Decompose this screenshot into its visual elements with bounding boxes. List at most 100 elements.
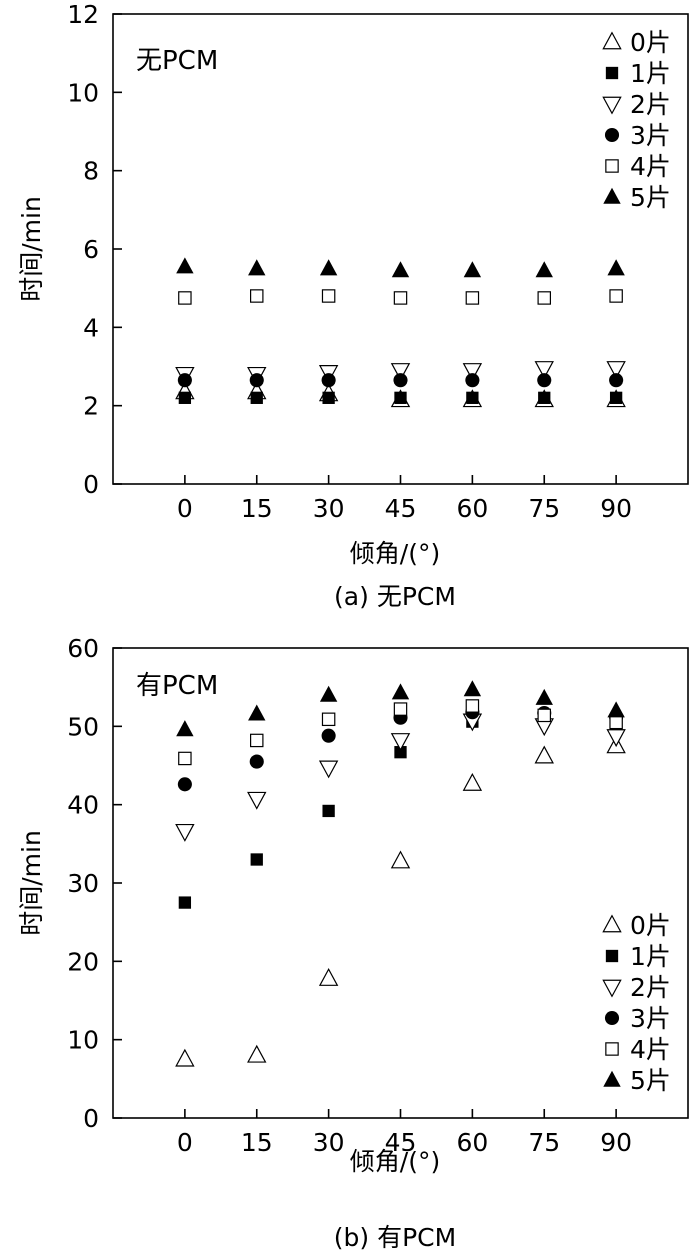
data-point-triangle-up-open (462, 772, 483, 791)
legend-label: 0片 (630, 28, 671, 57)
data-point-triangle-up-filled (319, 259, 338, 276)
data-point-square-filled (250, 853, 263, 866)
data-point-circle-filled (609, 373, 624, 388)
y-tick-label: 2 (83, 392, 99, 421)
data-point-square-open (178, 291, 192, 305)
panel-b-y-axis-title: 时间/min (17, 830, 46, 936)
legend-label: 5片 (630, 1066, 671, 1095)
legend-marker-circle-filled (604, 127, 620, 143)
x-tick-label: 45 (385, 1128, 417, 1157)
legend-label: 4片 (630, 1035, 671, 1064)
panel-a-ticks: 0 15 30 45 60 75 90 0 2 4 6 8 10 12 (67, 0, 632, 523)
y-tick-label: 0 (83, 470, 99, 499)
data-point-triangle-up-filled (176, 720, 194, 737)
y-tick-label: 20 (67, 947, 99, 976)
data-point-triangle-up-filled (176, 257, 194, 274)
data-point-square-open (609, 289, 623, 303)
legend-label: 1片 (630, 59, 671, 88)
data-point-triangle-down-open (462, 363, 483, 381)
legend-marker-square-open (605, 159, 619, 173)
data-point-circle-filled (177, 777, 192, 792)
x-tick-label: 30 (313, 1128, 345, 1157)
legend-label: 0片 (630, 911, 671, 940)
x-tick-label: 75 (528, 1128, 560, 1157)
y-tick-label: 8 (83, 157, 99, 186)
data-point-square-open (321, 712, 336, 727)
data-point-circle-filled (393, 373, 408, 388)
legend-marker-triangle-up-open (602, 914, 622, 933)
legend-marker-square-filled (605, 949, 619, 963)
data-point-square-open (537, 708, 551, 723)
legend-label: 3片 (630, 1004, 671, 1033)
data-point-square-open (537, 291, 551, 305)
y-tick-label: 10 (67, 1026, 99, 1055)
x-tick-label: 60 (456, 494, 488, 523)
legend-marker-triangle-down-open (602, 96, 622, 115)
data-point-square-filled (394, 746, 407, 759)
data-point-triangle-up-open (390, 850, 411, 869)
panel-b-points (175, 680, 626, 1067)
data-point-triangle-down-open (390, 733, 411, 751)
legend-label: 3片 (630, 121, 671, 150)
panel-a-points (175, 257, 626, 408)
legend-label: 2片 (630, 90, 671, 119)
data-point-triangle-up-filled (463, 680, 482, 697)
data-point-circle-filled (537, 373, 552, 388)
data-point-square-filled (178, 391, 192, 404)
legend-marker-triangle-up-filled (603, 187, 621, 204)
data-point-triangle-up-open (534, 745, 554, 764)
data-point-triangle-up-filled (607, 701, 625, 718)
data-point-triangle-up-open (247, 1044, 267, 1063)
data-point-square-open (609, 715, 623, 730)
data-point-triangle-up-filled (535, 688, 553, 705)
y-tick-label: 60 (67, 634, 99, 663)
data-point-square-open (250, 289, 264, 303)
x-tick-label: 15 (241, 494, 273, 523)
x-tick-label: 30 (313, 494, 345, 523)
data-point-triangle-down-open (390, 363, 411, 381)
data-point-triangle-up-filled (463, 261, 482, 278)
data-point-square-open (465, 291, 480, 305)
data-point-triangle-down-open (175, 823, 195, 842)
data-point-square-filled (609, 391, 623, 404)
data-point-triangle-down-open (534, 361, 554, 380)
data-point-square-open (465, 699, 480, 713)
x-tick-label: 0 (177, 1128, 193, 1157)
x-tick-label: 90 (600, 494, 632, 523)
data-point-square-filled (538, 391, 551, 404)
legend-marker-triangle-up-filled (603, 1070, 621, 1087)
data-point-triangle-up-filled (248, 259, 266, 276)
panel-a-plot-frame (112, 13, 689, 485)
panel-a-y-axis-title: 时间/min (17, 196, 46, 302)
legend-marker-triangle-down-open (602, 979, 622, 998)
panel-b-caption: (b) 有PCM (334, 1223, 456, 1252)
legend-label: 2片 (630, 973, 671, 1002)
panel-b-x-axis-title: 倾角/(°) (350, 1147, 440, 1176)
data-point-triangle-up-filled (391, 261, 410, 278)
data-point-triangle-down-open (318, 760, 339, 779)
x-tick-label: 60 (456, 1128, 488, 1157)
panel-b-plot-frame (112, 647, 689, 1119)
data-point-triangle-down-open (606, 729, 626, 748)
data-point-square-open (178, 751, 192, 766)
data-point-square-filled (322, 391, 335, 404)
data-point-triangle-up-filled (391, 683, 410, 700)
y-tick-label: 0 (83, 1104, 99, 1133)
legend-marker-square-open (605, 1042, 619, 1056)
x-tick-label: 15 (241, 1128, 273, 1157)
data-point-circle-filled (177, 373, 192, 388)
data-point-square-filled (466, 391, 479, 404)
y-tick-label: 12 (67, 0, 99, 29)
y-tick-label: 50 (67, 712, 99, 741)
data-point-square-open (321, 289, 336, 303)
data-point-square-filled (394, 391, 407, 404)
y-tick-label: 40 (67, 791, 99, 820)
data-point-circle-filled (321, 373, 336, 388)
data-point-square-filled (250, 391, 263, 404)
x-tick-label: 45 (385, 494, 417, 523)
